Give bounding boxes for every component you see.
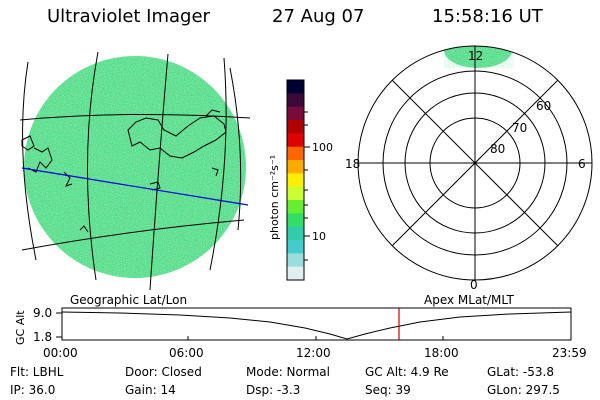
colorbar-cell xyxy=(287,253,304,268)
instrument-title: Ultraviolet Imager xyxy=(47,6,210,27)
altitude-ylabel-bottom: 1.8 xyxy=(33,330,53,344)
altitude-plot: GC Alt xyxy=(14,307,572,345)
mlt-label-12: 12 xyxy=(468,49,483,63)
emission-speckle xyxy=(24,56,246,278)
mlt-label-6: 6 xyxy=(578,157,586,171)
altitude-frame xyxy=(61,307,572,341)
mlt-label-18: 18 xyxy=(345,157,360,171)
colorbar-cell xyxy=(287,266,304,281)
altitude-curve xyxy=(61,311,572,340)
status-gain: Gain: 14 xyxy=(125,383,176,397)
colorbar-cell xyxy=(287,80,304,94)
polar-diagonal-b xyxy=(391,79,559,247)
colorbar-cell xyxy=(287,213,304,228)
geographic-map xyxy=(19,51,251,291)
date-label: 27 Aug 07 xyxy=(272,6,365,27)
colorbar-cell xyxy=(287,146,304,161)
colorbar-cell xyxy=(287,93,304,108)
colorbar-cell xyxy=(287,240,304,254)
geo-map-label: Geographic Lat/Lon xyxy=(70,293,188,307)
altitude-axis-title: GC Alt xyxy=(14,310,27,345)
colorbar-cell xyxy=(287,160,304,174)
colorbar: 100 10 photon cm⁻²s⁻¹ xyxy=(268,79,333,281)
lat-label-60: 60 xyxy=(536,99,551,113)
colorbar-frame xyxy=(286,79,305,281)
status-ip: IP: 36.0 xyxy=(10,383,56,397)
polar-plot-label: Apex MLat/MLT xyxy=(424,293,514,307)
lat-label-70: 70 xyxy=(512,121,527,135)
status-glon: GLon: 297.5 xyxy=(487,383,560,397)
status-mode: Mode: Normal xyxy=(246,365,330,379)
time-label-1200: 12:00 xyxy=(296,346,331,360)
status-glat: GLat: -53.8 xyxy=(487,365,554,379)
lat-label-80: 80 xyxy=(490,142,505,156)
status-dsp: Dsp: -3.3 xyxy=(246,383,301,397)
colorbar-cell xyxy=(287,120,304,134)
status-seq: Seq: 39 xyxy=(365,383,411,397)
map-grid xyxy=(19,51,251,291)
altitude-ylabel-top: 9.0 xyxy=(33,306,53,320)
time-label-0600: 06:00 xyxy=(169,346,204,360)
status-door: Door: Closed xyxy=(125,365,202,379)
colorbar-unit-label: photon cm⁻²s⁻¹ xyxy=(268,155,281,240)
colorbar-label-100: 100 xyxy=(312,141,333,154)
colorbar-cell xyxy=(287,173,304,188)
colorbar-cell xyxy=(287,106,304,121)
colorbar-cell xyxy=(287,133,304,148)
mlt-label-0: 0 xyxy=(470,278,478,292)
time-label-2359: 23:59 xyxy=(552,346,587,360)
status-gc-alt: GC Alt: 4.9 Re xyxy=(365,365,449,379)
colorbar-cell xyxy=(287,186,304,201)
time-label-1800: 18:00 xyxy=(424,346,459,360)
time-label-0000: 00:00 xyxy=(43,346,78,360)
satellite-track xyxy=(21,167,249,206)
colorbar-cell xyxy=(287,200,304,214)
polar-plot: 12 18 6 0 60 70 80 xyxy=(345,45,593,292)
colorbar-label-10: 10 xyxy=(312,230,326,243)
status-filter: Flt: LBHL xyxy=(10,365,64,379)
colorbar-cell xyxy=(287,226,304,241)
time-label: 15:58:16 UT xyxy=(432,6,543,27)
